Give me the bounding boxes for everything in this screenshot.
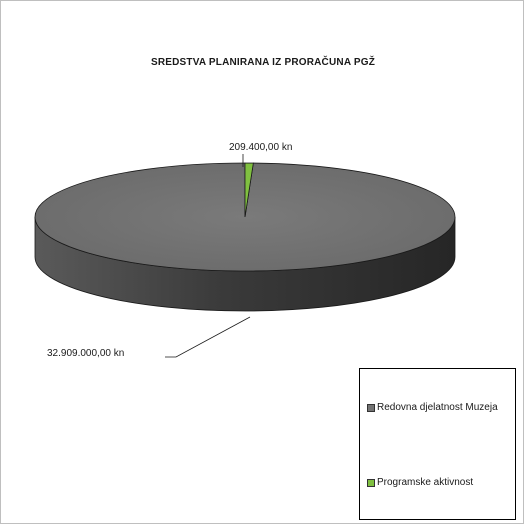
legend-label: Redovna djelatnost Muzeja [377, 402, 498, 413]
legend-label: Programske aktivnost [377, 477, 474, 488]
legend-item-redovna-djelatnost: Redovna djelatnost Muzeja [367, 402, 498, 413]
data-label-redovna-djelatnost: 32.909.000,00 kn [47, 348, 125, 359]
leader-line-redovna-djelatnost [165, 316, 251, 358]
legend-swatch [367, 478, 375, 487]
data-label-programske-aktivnost: 209.400,00 kn [229, 142, 293, 153]
chart-legend: Redovna djelatnost Muzeja Programske akt… [359, 368, 516, 520]
pie-slice-programske-aktivnost [244, 162, 254, 218]
legend-item-programske-aktivnost: Programske aktivnost [367, 477, 473, 488]
legend-swatch [367, 403, 375, 412]
chart-title: SREDSTVA PLANIRANA IZ PRORAČUNA PGŽ [150, 57, 376, 68]
